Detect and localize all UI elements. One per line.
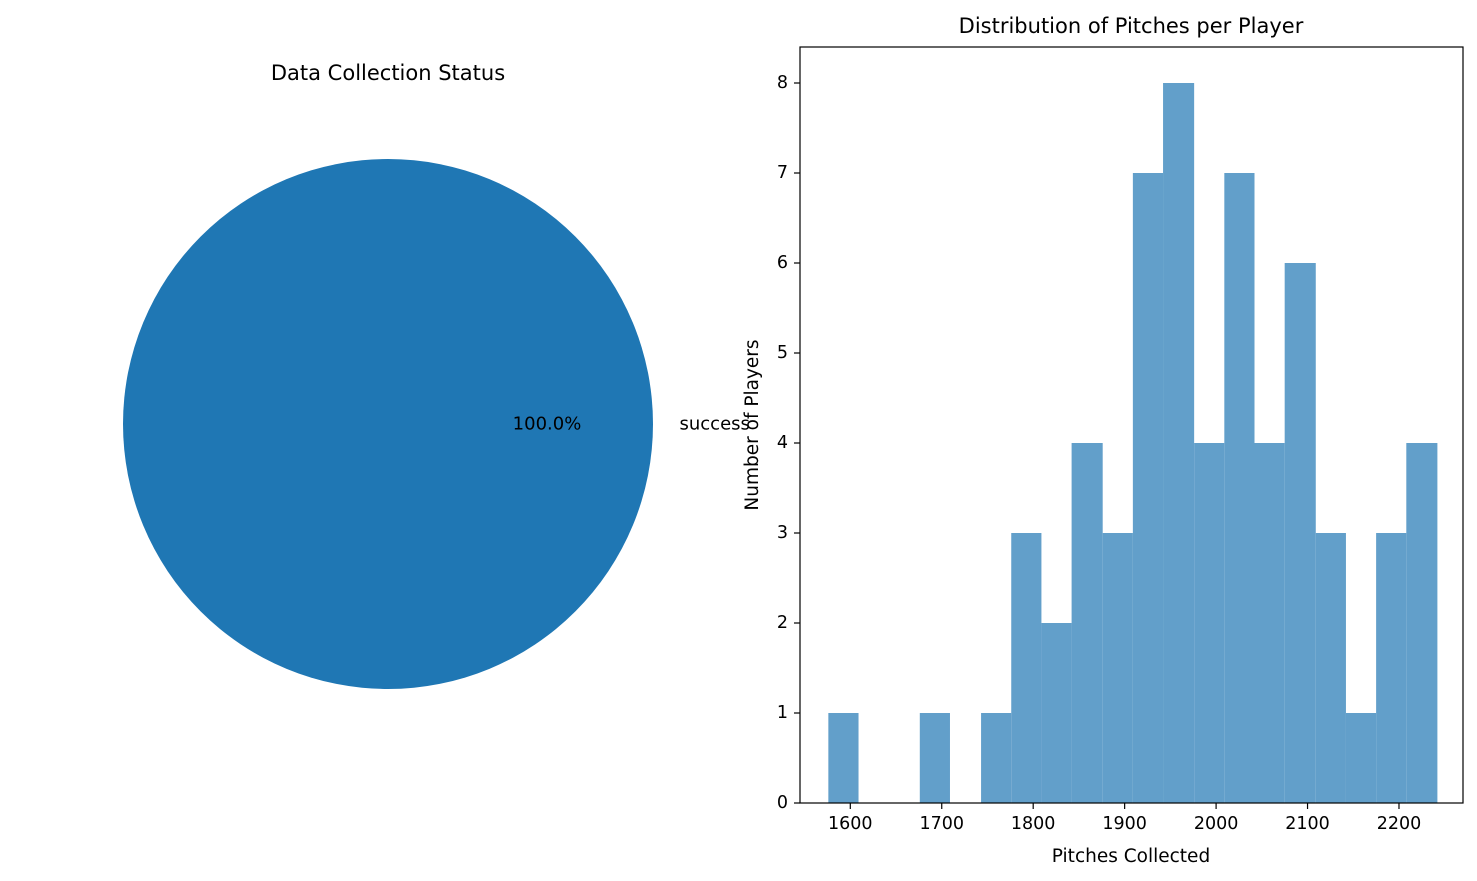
x-tick-label: 1600 <box>828 814 873 834</box>
histogram-bar <box>1284 263 1316 803</box>
y-tick-label: 5 <box>777 343 788 363</box>
histogram-bar <box>1406 443 1438 803</box>
histogram-bar <box>1011 533 1042 803</box>
pie-title: Data Collection Status <box>271 61 505 85</box>
y-tick-label: 1 <box>777 703 788 723</box>
y-tick-label: 2 <box>777 613 788 633</box>
y-tick-label: 4 <box>777 433 788 453</box>
pie-percent-label: 100.0% <box>513 414 582 435</box>
histogram-bar <box>1376 533 1407 803</box>
x-axis-ticks: 1600 1700 1800 1900 2000 2100 2200 <box>828 803 1421 834</box>
histogram-title: Distribution of Pitches per Player <box>959 14 1304 38</box>
y-tick-label: 6 <box>777 253 788 273</box>
y-axis-ticks: 0 1 2 3 4 5 6 7 8 <box>777 73 800 813</box>
histogram-bar <box>1345 713 1377 803</box>
pie-slices <box>123 159 653 689</box>
y-tick-label: 3 <box>777 523 788 543</box>
histogram-bar <box>1041 623 1072 803</box>
histogram-bar <box>1194 443 1225 803</box>
pie-chart: Data Collection Status success 100.0% <box>123 61 750 689</box>
plot-frame <box>799 46 1464 804</box>
x-tick-label: 1800 <box>1011 814 1056 834</box>
histogram-chart: Distribution of Pitches per Player 1600 1… <box>742 14 1464 867</box>
histogram-bar <box>1132 173 1164 803</box>
x-tick-label: 2200 <box>1377 814 1422 834</box>
histogram-bar <box>828 713 859 803</box>
pie-labels: success 100.0% <box>513 414 750 435</box>
x-axis-label: Pitches Collected <box>1052 846 1210 867</box>
histogram-bar <box>981 713 1012 803</box>
pie-slice-label: success <box>680 414 750 435</box>
x-tick-label: 2000 <box>1194 814 1239 834</box>
histogram-bars <box>828 83 1438 803</box>
histogram-bar <box>1315 533 1346 803</box>
y-tick-label: 0 <box>777 793 788 813</box>
y-tick-label: 7 <box>777 163 788 183</box>
histogram-bar <box>1254 443 1285 803</box>
histogram-bar <box>1071 443 1103 803</box>
histogram-bar <box>1224 173 1255 803</box>
pie-slice-success <box>123 159 653 689</box>
x-tick-label: 1700 <box>919 814 964 834</box>
y-tick-label: 8 <box>777 73 788 93</box>
histogram-bar <box>1163 83 1195 803</box>
histogram-bar <box>1102 533 1133 803</box>
x-tick-label: 2100 <box>1285 814 1330 834</box>
y-axis-label: Number of Players <box>742 339 763 510</box>
histogram-bar <box>919 713 950 803</box>
x-tick-label: 1900 <box>1102 814 1147 834</box>
